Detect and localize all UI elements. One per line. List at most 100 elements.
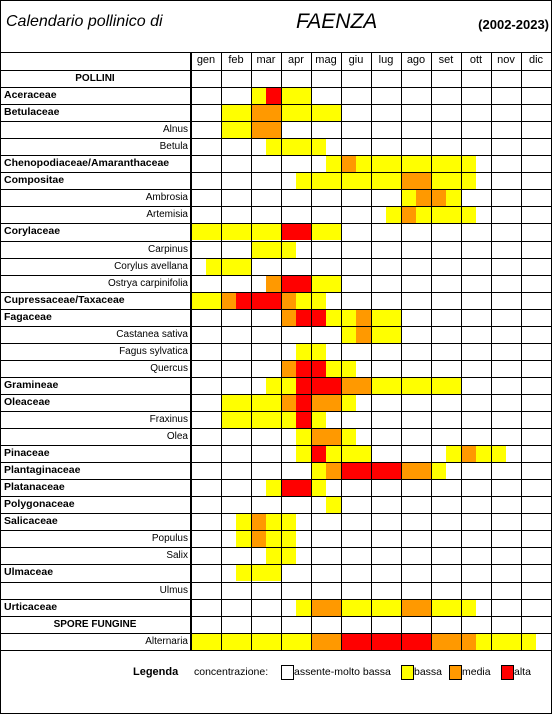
bar-bassa [371,376,386,394]
bar-media [326,632,341,650]
bar-bassa [296,428,311,446]
bar-media [356,308,371,326]
bar-bassa [341,445,356,463]
grid-row-line [0,513,551,514]
grid-row-line [0,70,551,71]
bar-bassa [446,206,461,224]
grid-row-line [0,479,551,480]
bar-alta [266,291,281,309]
bar-media [251,513,266,531]
bar-media [326,393,341,411]
family-label: Plantaginaceae [4,464,81,477]
bar-bassa [221,257,236,275]
grid-row-line [0,241,551,242]
grid-row-line [0,121,551,122]
grid-row-line [0,52,551,53]
species-label: Alnus [162,124,188,136]
bar-media [401,206,416,224]
family-label: Chenopodiaceae/Amaranthaceae [4,157,170,170]
bar-media [446,632,461,650]
grid-row-line [0,633,551,634]
bar-media [461,445,476,463]
bar-bassa [476,445,491,463]
grid-col-line [401,52,402,650]
bar-bassa [311,172,326,190]
bar-bassa [431,462,446,480]
species-label: Castanea sativa [116,328,188,340]
bar-bassa [356,172,371,190]
bar-bassa [311,291,326,309]
bar-bassa [266,240,281,258]
bar-bassa [326,104,341,122]
bar-bassa [296,598,311,616]
bar-bassa [461,598,476,616]
bar-alta [296,223,311,241]
bar-bassa [296,87,311,105]
bar-bassa [491,632,506,650]
bar-bassa [296,104,311,122]
bar-media [461,632,476,650]
bar-alta [311,376,326,394]
bar-alta [281,223,296,241]
bar-media [251,530,266,548]
family-label: Gramineae [4,378,59,391]
bar-media [341,155,356,173]
grid-row-line [0,189,551,190]
bar-bassa [266,564,281,582]
bar-bassa [341,172,356,190]
bar-media [416,598,431,616]
bar-alta [296,359,311,377]
month-header-gen: gen [196,54,216,66]
bar-media [311,428,326,446]
legend-swatch-none [281,665,294,680]
bar-bassa [416,206,431,224]
grid-row-line [0,104,551,105]
bar-bassa [311,138,326,156]
bar-bassa [281,376,296,394]
bar-alta [296,308,311,326]
bar-alta [356,632,371,650]
bar-bassa [491,445,506,463]
bar-alta [371,632,386,650]
bar-bassa [326,274,341,292]
month-header-ago: ago [406,54,426,66]
bar-bassa [326,172,341,190]
bar-bassa [326,308,341,326]
bar-bassa [431,376,446,394]
bar-bassa [461,172,476,190]
species-label: Olea [166,431,188,443]
bar-bassa [266,530,281,548]
species-label: Populus [151,533,188,545]
bar-alta [281,274,296,292]
bar-bassa [191,291,206,309]
bar-bassa [236,121,251,139]
bar-bassa [221,393,236,411]
legend-swatch-bassa [401,665,414,680]
grid-col-line [521,52,522,650]
bar-bassa [386,308,401,326]
section-label: POLLINI [75,73,115,84]
family-label: Platanaceae [4,481,65,494]
grid-row-line [0,223,551,224]
bar-bassa [386,206,401,224]
bar-media [416,172,431,190]
bar-media [356,325,371,343]
family-label: Aceraceae [4,89,57,102]
bar-alta [296,376,311,394]
bar-alta [296,479,311,497]
bar-bassa [251,411,266,429]
bar-bassa [221,104,236,122]
legend-label-none: assente-molto bassa [294,666,391,678]
bar-media [266,104,281,122]
bar-alta [386,462,401,480]
bar-bassa [461,206,476,224]
bar-media [311,598,326,616]
month-header-lug: lug [378,54,394,66]
bar-alta [236,291,251,309]
family-label: Fagaceae [4,310,52,323]
family-label: Cupressaceae/Taxaceae [4,293,125,306]
bar-media [341,376,356,394]
bar-media [281,393,296,411]
month-header-nov: nov [497,54,515,66]
